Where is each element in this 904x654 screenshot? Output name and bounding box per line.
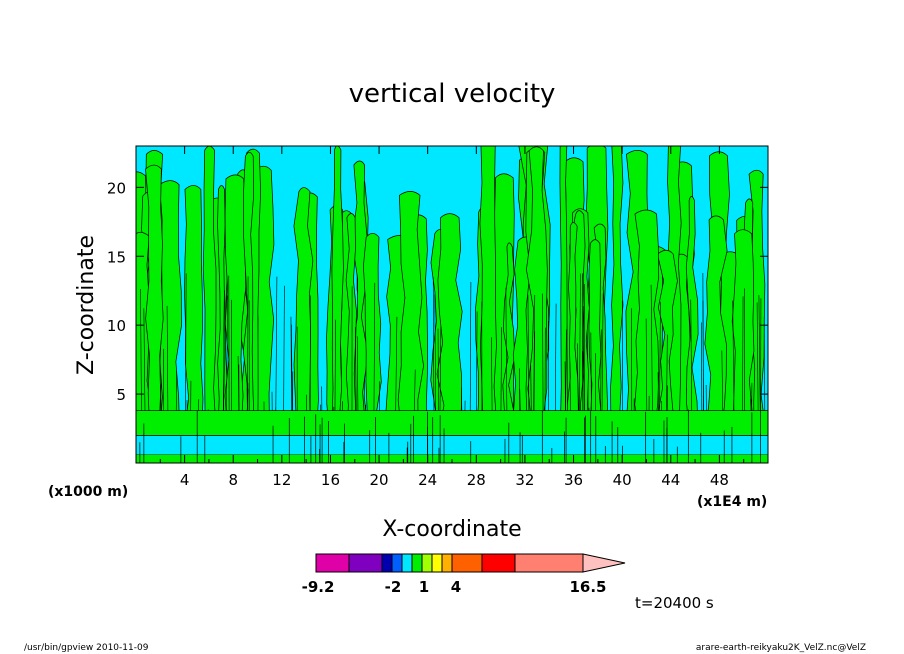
- colorbar-swatch: [451, 553, 483, 573]
- colorbar-swatch: [381, 553, 393, 573]
- velocity-plume: [145, 164, 164, 463]
- colorbar-swatch: [348, 553, 383, 573]
- colorbar-label: -2: [385, 578, 402, 596]
- y-tick-label: 10: [107, 317, 126, 335]
- colorbar-label: 16.5: [569, 578, 606, 596]
- x-tick-label: 32: [515, 471, 534, 489]
- y-tick-label: 5: [116, 386, 126, 404]
- velocity-plume: [136, 231, 152, 463]
- x-tick-label: 4: [180, 471, 190, 489]
- velocity-plume: [345, 213, 357, 463]
- colorbar-label: 4: [451, 578, 461, 596]
- y-axis-label: Z-coordinate: [74, 235, 99, 375]
- plot-area: [136, 146, 768, 463]
- x-unit-label: (x1000 m): [48, 484, 128, 500]
- x-tick-label: 36: [564, 471, 583, 489]
- velocity-plume: [703, 215, 728, 463]
- colorbar-swatch: [315, 553, 350, 573]
- colorbar-swatch: [391, 553, 403, 573]
- x-tick-label: 8: [228, 471, 238, 489]
- chart-title: vertical velocity: [349, 79, 556, 109]
- velocity-plume: [242, 151, 255, 463]
- x-tick-label: 40: [613, 471, 632, 489]
- x-tick-label: 48: [710, 471, 729, 489]
- x-tick-label: 20: [370, 471, 389, 489]
- y-tick-label: 15: [107, 248, 126, 266]
- surface-layer: [136, 454, 768, 463]
- x-tick-label: 24: [418, 471, 437, 489]
- low-level-layers: [136, 409, 768, 463]
- velocity-plume: [657, 249, 678, 463]
- velocity-plume: [224, 174, 247, 463]
- velocity-plume: [566, 222, 580, 463]
- colorbar-swatch: [514, 553, 584, 573]
- colorbar-swatch: [411, 553, 423, 573]
- colorbar-arrow: [582, 553, 626, 573]
- x-axis-label: X-coordinate: [382, 517, 521, 542]
- colorbar-label: 1: [419, 578, 429, 596]
- green-layer: [136, 410, 768, 436]
- velocity-plume: [559, 146, 568, 463]
- x-tick-label: 12: [272, 471, 291, 489]
- velocity-plume: [610, 146, 624, 463]
- colorbar-swatch: [401, 553, 413, 573]
- x-tick-label: 28: [467, 471, 486, 489]
- y-tick-label: 20: [107, 179, 126, 197]
- velocity-plume: [588, 239, 602, 463]
- x-tick-label: 44: [661, 471, 680, 489]
- colorbar-label: -9.2: [302, 578, 335, 596]
- colorbar-swatch: [481, 553, 516, 573]
- colorbar: [315, 553, 626, 573]
- x-tick-label: 16: [321, 471, 340, 489]
- cyan-layer: [136, 435, 768, 456]
- velocity-plume: [331, 146, 344, 463]
- footer-right: arare-earth-reikyaku2K_VelZ.nc@VelZ: [696, 643, 866, 653]
- colorbar-labels: -9.2 -2 1 4 16.5: [302, 578, 607, 596]
- velocity-plume: [363, 232, 382, 463]
- footer-left: /usr/bin/gpview 2010-11-09: [24, 643, 149, 653]
- x-secondary-unit-label: (x1E4 m): [697, 494, 767, 510]
- velocity-plume: [634, 209, 660, 463]
- time-annotation: t=20400 s: [635, 594, 714, 612]
- x-axis-ticks: 4 8 12 16 20 24 28 32 36 40 44 48: [159, 146, 745, 489]
- velocity-plume: [526, 146, 548, 463]
- colorbar-swatch: [431, 553, 443, 573]
- velocity-plume: [184, 185, 204, 463]
- velocity-plume: [479, 146, 498, 463]
- velocity-plume: [685, 196, 699, 463]
- y-axis-ticks: 5 10 15 20: [107, 179, 768, 404]
- colorbar-swatch: [421, 553, 433, 573]
- velocity-plume: [397, 191, 424, 463]
- colorbar-swatch: [441, 553, 453, 573]
